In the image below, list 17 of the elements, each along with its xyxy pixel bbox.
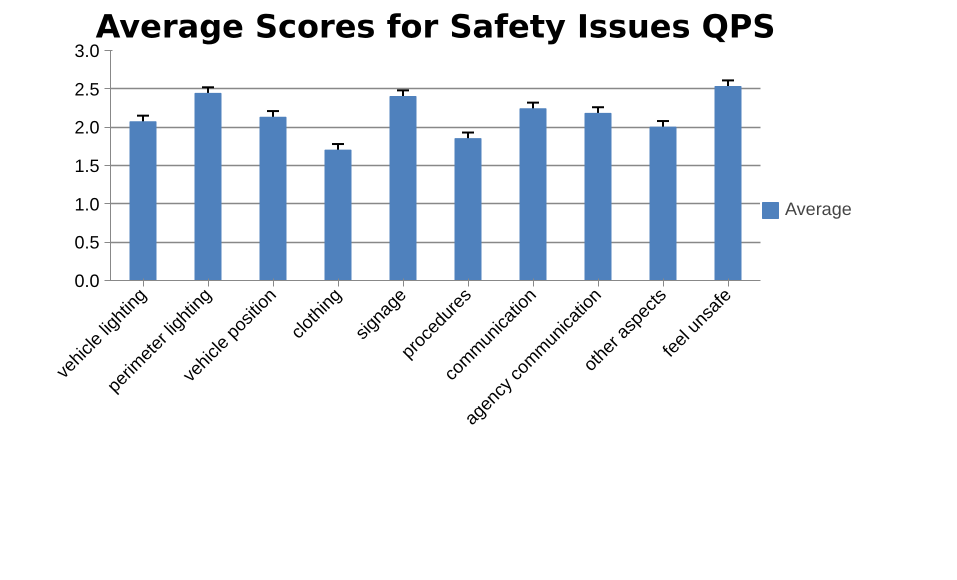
y-tick-label: 0.5 <box>74 232 100 253</box>
bar <box>194 92 222 280</box>
y-tick-label: 2.0 <box>74 118 100 138</box>
bar <box>454 138 482 280</box>
bar <box>324 150 352 280</box>
y-tick-label: 1.0 <box>74 194 100 214</box>
bar <box>584 112 612 280</box>
bar <box>650 126 676 280</box>
bar <box>390 96 416 280</box>
bar <box>130 121 156 280</box>
bar <box>520 108 546 280</box>
bar <box>260 116 286 280</box>
legend-label: Average <box>785 199 852 220</box>
bar <box>714 86 742 280</box>
y-tick-label: 0.0 <box>74 271 100 291</box>
y-tick-label: 1.5 <box>74 156 100 176</box>
y-tick-label: 2.5 <box>74 79 100 100</box>
